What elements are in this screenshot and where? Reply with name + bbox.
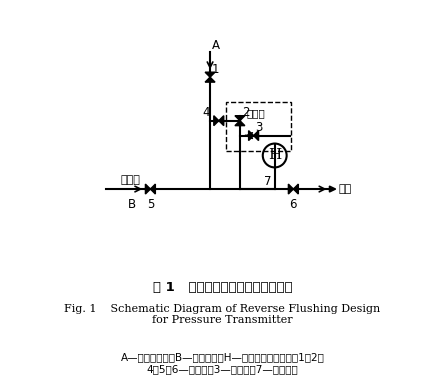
Text: Fig. 1    Schematic Diagram of Reverse Flushing Design
for Pressure Transmitter: Fig. 1 Schematic Diagram of Reverse Flus… <box>65 304 380 325</box>
Bar <box>226 102 291 151</box>
Text: 2: 2 <box>242 106 249 120</box>
Polygon shape <box>288 184 293 194</box>
Polygon shape <box>219 116 224 126</box>
Text: A—接过程压力；B—接反冲水；H—压力变送器高压侧；1、2、
4、5、6—截止阀；3—排污阀；7—排污丝堵: A—接过程压力；B—接反冲水；H—压力变送器高压侧；1、2、 4、5、6—截止阀… <box>121 352 324 374</box>
Text: 反冲水: 反冲水 <box>121 175 141 185</box>
Text: 地漏: 地漏 <box>338 184 352 194</box>
Text: 图 1   压力变送器反冲水设计示意图: 图 1 压力变送器反冲水设计示意图 <box>153 281 292 294</box>
Text: 二阀组: 二阀组 <box>247 108 266 118</box>
Text: 6: 6 <box>290 198 297 211</box>
Text: 5: 5 <box>147 198 154 211</box>
Polygon shape <box>329 186 336 192</box>
Text: A: A <box>212 39 220 52</box>
Polygon shape <box>235 116 245 121</box>
Text: 1: 1 <box>212 63 219 76</box>
Polygon shape <box>293 184 298 194</box>
Text: H: H <box>268 149 281 163</box>
Text: B: B <box>128 198 136 211</box>
Polygon shape <box>214 116 219 126</box>
Polygon shape <box>235 121 245 126</box>
Polygon shape <box>205 72 215 77</box>
Text: 3: 3 <box>255 121 263 134</box>
Polygon shape <box>205 77 215 82</box>
Polygon shape <box>150 184 155 194</box>
Polygon shape <box>249 131 254 140</box>
Text: 7: 7 <box>264 175 272 188</box>
Text: 4: 4 <box>202 106 210 120</box>
Polygon shape <box>254 131 259 140</box>
Polygon shape <box>146 184 150 194</box>
